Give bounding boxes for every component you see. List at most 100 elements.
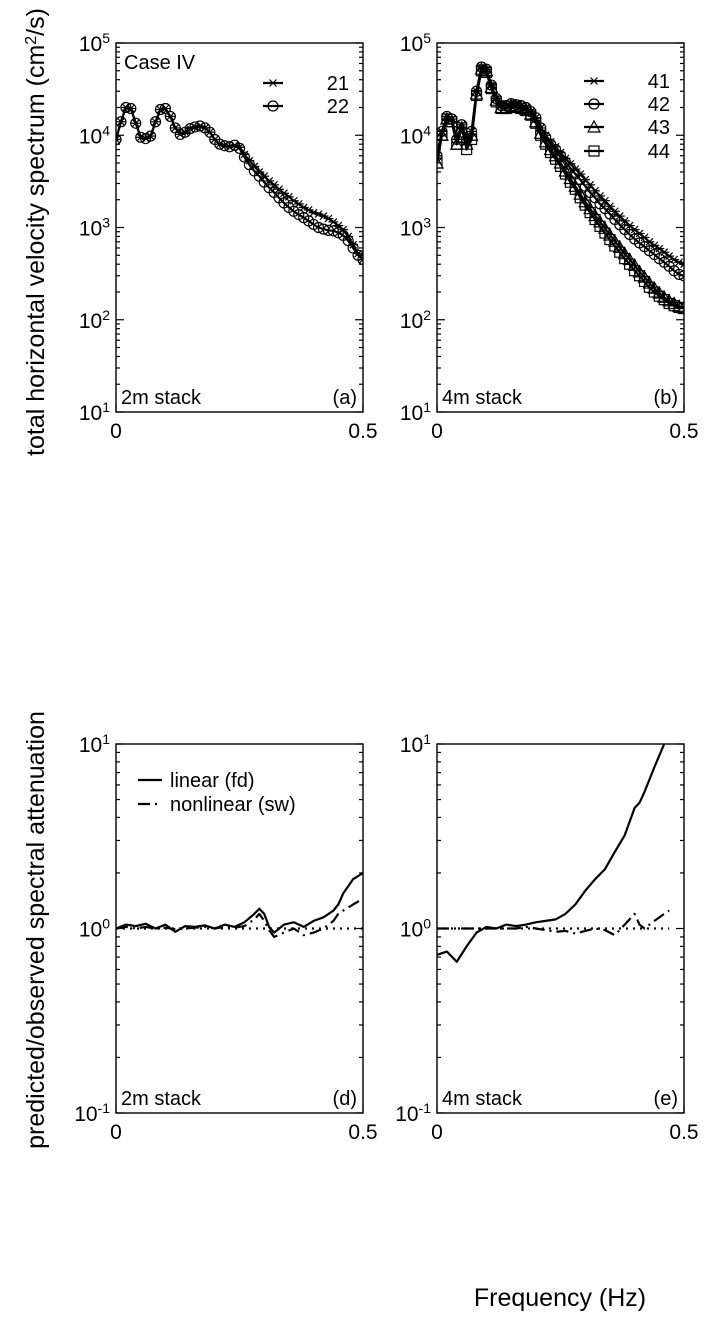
legend-marker [267,100,279,112]
data-point [154,103,167,116]
x-tick-label: 0 [110,420,122,443]
data-point [120,101,132,114]
data-point [159,102,171,115]
panel-label: (a) [333,387,357,409]
legend-label: 42 [648,94,670,116]
data-point [446,116,458,128]
x-tick-label: 0.5 [348,1121,377,1144]
y-tick-label: 105 [79,30,110,56]
y-tick-label: 100 [79,916,110,942]
legend-label: 41 [648,71,670,93]
series-line [437,69,684,310]
data-point [437,129,448,141]
data-point [456,122,468,134]
legend-label: linear (fd) [170,770,254,792]
y-tick-label: 104 [400,122,431,148]
legend-label: 22 [327,96,349,118]
series-line [116,106,363,261]
y-tick-label: 100 [400,916,431,942]
stack-label: 2m stack [121,387,202,409]
data-point [437,155,445,169]
data-point [634,229,645,238]
x-tick-label: 0.5 [348,420,377,443]
data-point [328,217,339,226]
data-point [484,80,499,94]
data-point [164,110,176,123]
plot-frame [436,743,685,1114]
x-tick-label: 0.5 [669,1121,698,1144]
y-tick-label: 102 [400,307,431,333]
data-point [465,133,478,146]
data-point [233,142,246,155]
y-tick-label: 101 [79,399,110,425]
series-line [437,744,666,963]
legend-label: 44 [648,141,670,163]
panel-e: 10-1 100 101 0 0.5 4m stack (e) [395,731,698,1144]
x-tick-label: 0.5 [669,420,698,443]
panel-title: Case IV [124,52,196,74]
data-point [538,134,553,148]
data-point [130,117,142,129]
data-point [144,130,157,142]
series-line [437,909,670,937]
data-point [149,116,162,128]
data-point [327,225,339,237]
data-point [678,270,684,282]
y-tick-label: 10-1 [395,1100,431,1126]
panel-d: 10-1 100 101 0 0.5 linear (fd)nonlinear (sw) 2… [74,731,377,1144]
data-point [470,89,483,102]
legend-marker [589,77,599,85]
y-tick-label: 10-1 [74,1100,110,1126]
data-point [437,157,443,169]
legend-marker [588,98,600,110]
legend-label: 43 [648,117,670,139]
y-axis-label-top: total horizontal velocity spectrum (cm2/… [22,8,50,456]
stack-label: 4m stack [442,387,523,409]
legend-marker [588,145,600,157]
data-point [338,225,349,234]
data-point [312,221,325,234]
data-point [125,102,137,115]
data-point [624,221,635,230]
data-point [530,117,542,129]
panel-label: (e) [654,1088,678,1110]
panel-label: (d) [333,1088,357,1110]
data-point [194,120,206,132]
y-tick-label: 103 [400,215,431,241]
data-point [116,133,122,146]
series-area [116,101,363,266]
y-tick-label: 101 [79,731,110,757]
series-area [437,61,684,315]
data-point [485,83,497,95]
data-point [673,268,684,281]
data-point [174,128,186,141]
series-area [116,872,363,939]
data-point [437,150,443,162]
legend-label: 21 [327,73,349,95]
series-line [116,872,363,934]
data-point [293,200,304,208]
data-point [533,126,548,139]
x-axis-label: Frequency (Hz) [474,1284,646,1312]
data-point [274,185,285,194]
y-tick-label: 105 [400,30,431,56]
data-point [528,114,543,128]
x-tick-label: 0 [110,1121,122,1144]
data-point [679,260,684,269]
data-point [678,303,684,315]
legend-marker [268,79,278,87]
series-line [116,897,363,939]
y-tick-label: 101 [400,399,431,425]
panel-label: (b) [654,387,678,409]
legend-marker [586,119,602,133]
data-point [357,253,363,266]
legend-label: nonlinear (sw) [170,794,296,816]
x-tick-label: 0 [431,420,443,443]
data-point [116,116,127,128]
y-tick-label: 102 [79,307,110,333]
data-point [116,135,121,144]
data-point [654,244,665,253]
